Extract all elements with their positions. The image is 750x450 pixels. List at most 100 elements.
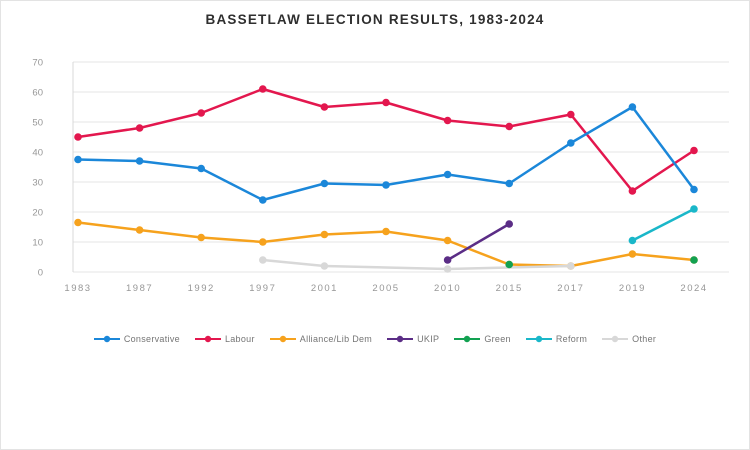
- series-line-alliance-lib-dem: [384, 230, 449, 242]
- series-line-alliance-lib-dem: [631, 252, 696, 262]
- data-point: [382, 181, 390, 189]
- series-conservative: [74, 103, 698, 204]
- data-point: [259, 238, 267, 246]
- series-line-conservative: [76, 158, 141, 163]
- series-line-conservative: [199, 167, 265, 202]
- data-point: [320, 230, 329, 239]
- data-point: [259, 196, 267, 204]
- series-green: [505, 256, 698, 269]
- data-point: [567, 110, 575, 119]
- series-line-labour: [446, 119, 511, 128]
- legend-marker-icon: [194, 335, 221, 343]
- legend-label: Alliance/Lib Dem: [299, 334, 373, 344]
- legend-marker-icon: [387, 335, 414, 343]
- data-point: [628, 103, 637, 111]
- series-alliance-lib-dem: [74, 218, 698, 270]
- data-point: [690, 185, 698, 194]
- data-point: [259, 256, 267, 264]
- series-line-conservative: [507, 141, 573, 185]
- series-reform: [628, 205, 698, 245]
- legend-marker-icon: [525, 335, 552, 343]
- series-line-labour: [323, 101, 388, 109]
- series-line-alliance-lib-dem: [199, 236, 265, 244]
- series-line-conservative: [569, 105, 634, 145]
- legend-item-conservative: Conservative: [93, 334, 180, 344]
- chart-title: BASSETLAW ELECTION RESULTS, 1983-2024: [205, 12, 545, 27]
- data-point: [197, 233, 205, 242]
- data-point: [135, 124, 144, 132]
- legend-marker-icon: [602, 335, 629, 343]
- data-point: [505, 179, 513, 188]
- legend-item-labour: Labour: [194, 334, 255, 344]
- data-point: [443, 170, 452, 179]
- data-point: [628, 187, 637, 195]
- series-line-alliance-lib-dem: [446, 239, 511, 266]
- data-point: [443, 116, 452, 125]
- legend-label: Green: [484, 334, 511, 344]
- x-axis-tick-label: 2001: [311, 283, 338, 294]
- data-point: [382, 227, 390, 236]
- legend-item-reform: Reform: [525, 334, 588, 344]
- series-line-ukip: [446, 222, 511, 262]
- series-other: [259, 256, 575, 273]
- x-axis-tick-label: 1983: [64, 283, 91, 294]
- data-point: [74, 155, 82, 164]
- x-axis-tick-label: 1992: [188, 283, 215, 294]
- series-line-labour: [199, 87, 265, 115]
- series-line-conservative: [631, 105, 696, 191]
- x-axis-tick-label: 2019: [619, 283, 646, 294]
- chart-legend: Conservative Labour Alliance/Lib Dem UKIP Gr…: [1, 334, 749, 344]
- series-line-labour: [384, 101, 449, 122]
- x-axis-tick-label: 1997: [249, 283, 276, 294]
- legend-marker-icon: [93, 335, 120, 343]
- data-point: [259, 85, 267, 93]
- series-line-conservative: [323, 182, 388, 187]
- line-chart: 0 10 20 30 40 50 60 70 1983 1987 1992 1997 2001 2005 2…: [32, 58, 729, 294]
- data-point: [197, 164, 205, 173]
- series-line-labour: [631, 149, 696, 193]
- data-point: [135, 157, 144, 165]
- data-point: [505, 260, 513, 269]
- data-point: [505, 122, 513, 131]
- y-axis-tick-label: 20: [32, 208, 43, 219]
- data-point: [567, 139, 575, 147]
- legend-marker-icon: [269, 335, 296, 343]
- y-axis-tick-label: 60: [32, 88, 43, 99]
- data-point: [443, 265, 452, 273]
- series-line-alliance-lib-dem: [138, 228, 203, 239]
- series-line-conservative: [261, 182, 326, 202]
- y-axis-tick-label: 70: [32, 58, 43, 69]
- y-axis-tick-label: 0: [38, 268, 43, 279]
- data-point: [320, 262, 329, 270]
- data-point: [690, 256, 698, 264]
- data-point: [320, 179, 329, 188]
- legend-item-alliance-lib-dem: Alliance/Lib Dem: [269, 334, 373, 344]
- data-point: [382, 98, 390, 107]
- data-point: [690, 146, 698, 155]
- series-line-reform: [631, 207, 696, 242]
- x-axis-tick-label: 1987: [126, 283, 153, 294]
- series-line-other: [323, 264, 449, 271]
- legend-item-other: Other: [602, 334, 656, 344]
- series-line-other: [261, 258, 326, 268]
- series-line-labour: [507, 113, 573, 128]
- data-point: [135, 226, 144, 234]
- data-point: [628, 250, 637, 258]
- series-line-conservative: [446, 173, 511, 185]
- series-line-alliance-lib-dem: [323, 230, 388, 236]
- data-point: [628, 236, 637, 245]
- x-axis-tick-label: 2015: [496, 283, 523, 294]
- series-line-alliance-lib-dem: [569, 252, 634, 268]
- data-point: [443, 256, 452, 264]
- y-axis-tick-label: 30: [32, 178, 43, 189]
- data-point: [690, 205, 698, 213]
- series-line-conservative: [138, 159, 203, 170]
- series-line-labour: [138, 111, 203, 130]
- y-axis-tick-label: 50: [32, 118, 43, 129]
- x-axis-tick-label: 2010: [434, 283, 461, 294]
- data-point: [443, 236, 452, 245]
- legend-label: Reform: [555, 334, 588, 344]
- series-line-alliance-lib-dem: [261, 233, 326, 244]
- data-point: [74, 133, 82, 141]
